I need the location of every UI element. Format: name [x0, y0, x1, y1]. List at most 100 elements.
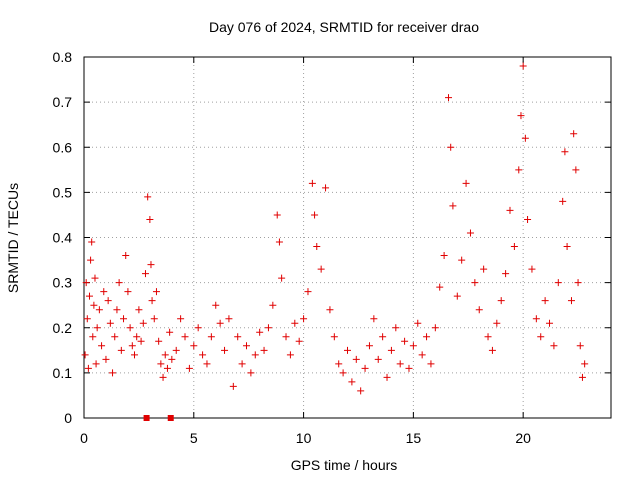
data-point: [131, 351, 139, 359]
data-point: [423, 333, 431, 341]
data-point: [578, 373, 586, 381]
y-tick-label: 0.2: [53, 320, 73, 336]
data-point: [308, 179, 316, 187]
data-point: [122, 252, 130, 260]
data-point: [135, 306, 143, 314]
data-point: [133, 333, 141, 341]
data-point: [264, 324, 272, 332]
data-point: [401, 337, 409, 345]
y-tick-label: 0.8: [53, 49, 73, 65]
x-tick-label: 5: [190, 430, 198, 446]
data-point: [392, 324, 400, 332]
data-point: [510, 243, 518, 251]
data-point: [199, 351, 207, 359]
axis-ticks: [83, 56, 611, 419]
data-point: [161, 351, 169, 359]
data-point: [212, 301, 220, 309]
data-point: [139, 319, 147, 327]
data-point: [144, 193, 152, 201]
data-point: [559, 197, 567, 205]
data-point: [216, 319, 224, 327]
data-point: [115, 279, 123, 287]
data-point: [256, 328, 264, 336]
x-tick-label: 10: [296, 430, 312, 446]
data-point: [352, 355, 360, 363]
data-point: [117, 346, 125, 354]
data-point: [273, 211, 281, 219]
data-point: [517, 112, 525, 120]
data-point: [572, 166, 580, 174]
data-point: [91, 274, 99, 282]
data-point: [567, 297, 575, 305]
data-point: [502, 270, 510, 278]
data-point: [546, 319, 554, 327]
data-point: [532, 315, 540, 323]
data-point: [383, 373, 391, 381]
data-point: [537, 333, 545, 341]
data-point: [570, 130, 578, 138]
data-point: [300, 315, 308, 323]
data-point: [150, 315, 158, 323]
data-point: [247, 369, 255, 377]
data-point: [493, 319, 501, 327]
data-point: [409, 342, 417, 350]
y-tick-labels: 0 0.1 0.2 0.3 0.4 0.5 0.6 0.7 0.8: [53, 49, 73, 426]
data-point: [317, 265, 325, 273]
data-point: [157, 360, 165, 368]
data-point: [528, 265, 536, 273]
data-point: [506, 206, 514, 214]
data-point: [260, 346, 268, 354]
y-tick-label: 0.4: [53, 230, 73, 246]
data-point: [93, 324, 101, 332]
data-point: [85, 292, 93, 300]
data-point: [471, 279, 479, 287]
data-point: [126, 324, 134, 332]
data-point: [194, 324, 202, 332]
y-tick-label: 0.3: [53, 275, 73, 291]
data-point: [447, 143, 455, 151]
data-point: [87, 256, 95, 264]
x-axis-marker: [167, 415, 174, 421]
chart-title: Day 076 of 2024, SRMTID for receiver dra…: [209, 19, 479, 35]
data-point: [339, 369, 347, 377]
data-point: [102, 355, 110, 363]
data-point: [177, 315, 185, 323]
data-point: [374, 355, 382, 363]
data-point: [357, 387, 365, 395]
data-point: [106, 319, 114, 327]
x-tick-label: 0: [80, 430, 88, 446]
data-point: [484, 333, 492, 341]
x-axis-marker: [143, 415, 150, 421]
data-point: [295, 337, 303, 345]
data-point: [120, 315, 128, 323]
data-point: [109, 369, 117, 377]
data-point: [269, 301, 277, 309]
data-point: [311, 211, 319, 219]
data-point: [344, 346, 351, 354]
data-point: [515, 166, 523, 174]
data-point: [148, 297, 156, 305]
data-point: [88, 238, 96, 246]
data-point: [100, 288, 108, 296]
data-point: [524, 215, 532, 223]
data-point: [286, 351, 294, 359]
x-axis-label: GPS time / hours: [291, 457, 398, 473]
data-point: [291, 319, 299, 327]
data-point: [221, 346, 229, 354]
data-point: [238, 360, 246, 368]
data-point: [458, 256, 466, 264]
data-point: [234, 333, 242, 341]
data-point: [304, 288, 312, 296]
data-point: [414, 319, 422, 327]
data-point: [574, 279, 582, 287]
data-point: [95, 306, 103, 314]
data-point: [82, 279, 90, 287]
data-point: [348, 378, 356, 386]
data-point: [550, 342, 558, 350]
data-point: [229, 382, 237, 390]
data-point: [453, 292, 461, 300]
data-point: [225, 315, 233, 323]
data-point: [159, 373, 167, 381]
data-point: [203, 360, 211, 368]
